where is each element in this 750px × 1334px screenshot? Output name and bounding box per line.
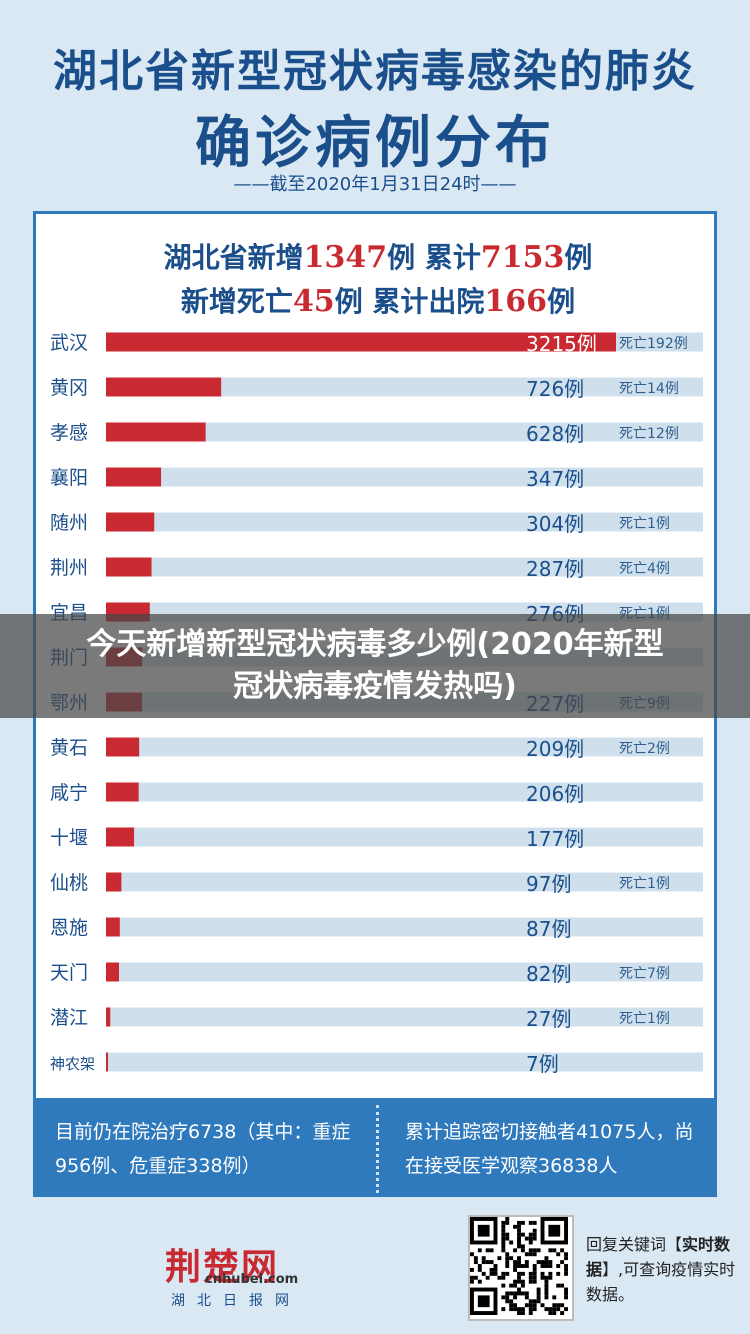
- data-bar: [106, 512, 155, 532]
- category-label: 武汉: [50, 332, 88, 354]
- qr-note-part2: 】,可查询疫情实时数据。: [586, 1260, 736, 1304]
- summary-l1-prefix: 湖北省新增: [163, 241, 304, 274]
- category-label: 荆州: [50, 557, 88, 579]
- bar-track: [106, 557, 703, 577]
- category-label: 黄石: [50, 737, 88, 759]
- value-label: 304例: [526, 512, 584, 536]
- category-label: 仙桃: [50, 872, 88, 894]
- bar-track: [106, 782, 703, 802]
- value-label: 206例: [526, 782, 584, 806]
- bar-track: [106, 377, 703, 397]
- headline-line-1: 今天新增新型冠状病毒多少例(2020年新型: [86, 627, 664, 662]
- category-label: 神农架: [50, 1055, 95, 1073]
- category-label: 十堰: [50, 827, 88, 849]
- data-bar: [106, 872, 122, 892]
- bar-track: [106, 962, 703, 982]
- data-bar: [106, 1007, 111, 1027]
- death-label: 死亡1例: [619, 876, 670, 892]
- discharged: 166: [484, 284, 548, 319]
- category-label: 襄阳: [50, 467, 88, 489]
- value-label: 726例: [526, 377, 584, 401]
- value-label: 3215例: [526, 332, 597, 356]
- death-label: 死亡14例: [619, 381, 679, 397]
- death-label: 死亡2例: [619, 741, 670, 757]
- contacts-note: 累计追踪密切接触者41075人，尚在接受医学观察36838人: [405, 1121, 694, 1177]
- data-bar: [106, 467, 162, 487]
- bar-track: [106, 1052, 703, 1072]
- summary-line-1: 湖北省新增1347例 累计7153例: [36, 236, 720, 276]
- data-bar: [106, 557, 152, 577]
- logo-cn-name: 湖北日报网: [171, 1293, 301, 1309]
- qr-code[interactable]: [468, 1215, 574, 1321]
- bar-track: [106, 1007, 703, 1027]
- data-bar: [106, 782, 139, 802]
- title-line-2: 确诊病例分布: [195, 110, 555, 176]
- cnhubei-logo: 荆楚网 cnhubei.com 湖北日报网: [165, 1238, 298, 1309]
- new-cases: 1347: [303, 240, 388, 275]
- bar-track: [106, 827, 703, 847]
- new-deaths: 45: [292, 284, 335, 319]
- data-bar: [106, 827, 135, 847]
- bar-track: [106, 737, 703, 757]
- death-label: 死亡4例: [619, 561, 670, 577]
- death-label: 死亡1例: [619, 1011, 670, 1027]
- summary-l2-suffix: 例: [547, 285, 576, 318]
- summary-l1-mid: 例 累计: [387, 241, 481, 274]
- logo-url: cnhubei.com: [205, 1272, 299, 1287]
- data-bar: [106, 737, 140, 757]
- category-label: 咸宁: [50, 782, 88, 804]
- title-line-1: 湖北省新型冠状病毒感染的肺炎: [53, 46, 697, 97]
- value-label: 347例: [526, 467, 584, 491]
- death-label: 死亡12例: [619, 426, 679, 442]
- value-label: 628例: [526, 422, 584, 446]
- bar-track: [106, 872, 703, 892]
- qr-note: 回复关键词【实时数据】,可查询疫情实时数据。: [586, 1232, 736, 1307]
- qr-note-keyword: 实时数据: [586, 1235, 731, 1279]
- summary-l2-mid: 例 累计出院: [334, 285, 485, 318]
- category-label: 恩施: [50, 917, 88, 939]
- summary-line-2: 新增死亡45例 累计出院166例: [36, 280, 720, 320]
- death-label: 死亡192例: [619, 336, 688, 352]
- footer-stats: 目前仍在院治疗6738（其中：重症956例、危重症338例） 累计追踪密切接触者…: [33, 1101, 717, 1197]
- qr-code-pattern: [470, 1217, 568, 1315]
- summary-l1-suffix: 例: [564, 241, 593, 274]
- category-label: 潜江: [50, 1007, 88, 1029]
- headline-overlay[interactable]: 今天新增新型冠状病毒多少例(2020年新型 冠状病毒疫情发热吗): [0, 614, 750, 718]
- category-label: 天门: [50, 962, 88, 984]
- category-label: 黄冈: [50, 377, 88, 399]
- category-label: 孝感: [50, 422, 88, 444]
- value-label: 287例: [526, 557, 584, 581]
- value-label: 7例: [526, 1052, 559, 1076]
- bar-track: [106, 422, 703, 442]
- value-label: 97例: [526, 872, 571, 896]
- category-label: 随州: [50, 512, 88, 534]
- value-label: 27例: [526, 1007, 571, 1031]
- data-bar: [106, 1052, 108, 1072]
- data-bar: [106, 377, 222, 397]
- value-label: 209例: [526, 737, 584, 761]
- death-label: 死亡1例: [619, 516, 670, 532]
- headline-line-2: 冠状病毒疫情发热吗): [233, 669, 517, 704]
- value-label: 82例: [526, 962, 571, 986]
- date-note: ——截至2020年1月31日24时——: [233, 174, 517, 195]
- qr-note-part1: 回复关键词【: [586, 1235, 683, 1254]
- value-label: 177例: [526, 827, 584, 851]
- death-label: 死亡7例: [619, 966, 670, 982]
- footer-divider: [376, 1105, 379, 1193]
- data-bar: [106, 917, 120, 937]
- data-bar: [106, 422, 206, 442]
- data-bar: [106, 962, 120, 982]
- bar-track: [106, 917, 703, 937]
- data-bar: [106, 332, 616, 352]
- value-label: 87例: [526, 917, 571, 941]
- logo-mark: 荆楚网: [165, 1246, 280, 1288]
- total-cases: 7153: [480, 240, 565, 275]
- summary-l2-prefix: 新增死亡: [180, 285, 293, 318]
- in-hospital-note: 目前仍在院治疗6738（其中：重症956例、危重症338例）: [55, 1121, 351, 1177]
- bar-track: [106, 512, 703, 532]
- bar-track: [106, 467, 703, 487]
